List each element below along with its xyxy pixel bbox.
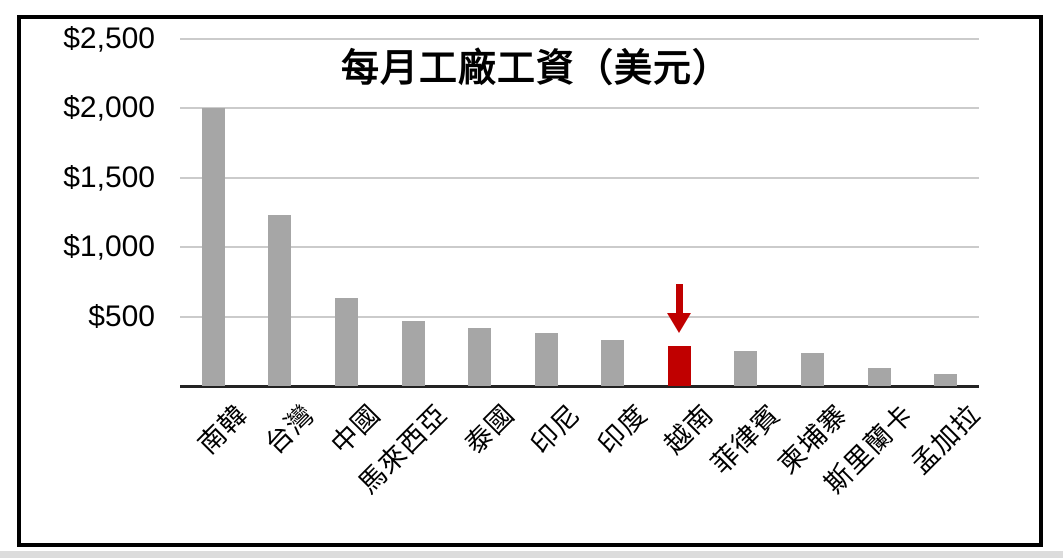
bar-孟加拉: [934, 373, 958, 386]
x-axis-line: [180, 385, 979, 388]
y-axis-tick-label: $1,500: [63, 160, 155, 194]
y-axis-tick-label: $500: [88, 299, 155, 333]
bar-柬埔寨: [801, 353, 825, 386]
bar-印度: [601, 340, 625, 386]
bar-越南: [667, 345, 691, 386]
gridline-500: [180, 315, 979, 318]
bar-泰國: [468, 327, 492, 386]
bottom-edge-strip: [0, 551, 1063, 558]
y-axis-tick-label: $1,000: [63, 230, 155, 264]
chart-title: 每月工廠工資（美元）: [340, 48, 732, 90]
gridline-1500: [180, 176, 979, 179]
bar-南韓: [201, 108, 225, 386]
gridline-2000: [180, 107, 979, 110]
gridline-2500: [180, 38, 979, 40]
bar-斯里蘭卡: [867, 367, 891, 386]
bar-馬來西亞: [401, 321, 425, 386]
bar-印尼: [534, 333, 558, 386]
bar-中國: [334, 297, 358, 386]
y-axis-tick-label: $2,000: [63, 91, 155, 125]
down-arrow-head-icon: [667, 313, 692, 333]
chart-border-frame: [17, 15, 1043, 547]
bar-台灣: [268, 215, 292, 386]
gridline-1000: [180, 246, 979, 249]
down-arrow-icon: [675, 284, 683, 314]
bar-菲律賓: [734, 350, 758, 386]
y-axis-tick-label: $2,500: [63, 22, 155, 55]
